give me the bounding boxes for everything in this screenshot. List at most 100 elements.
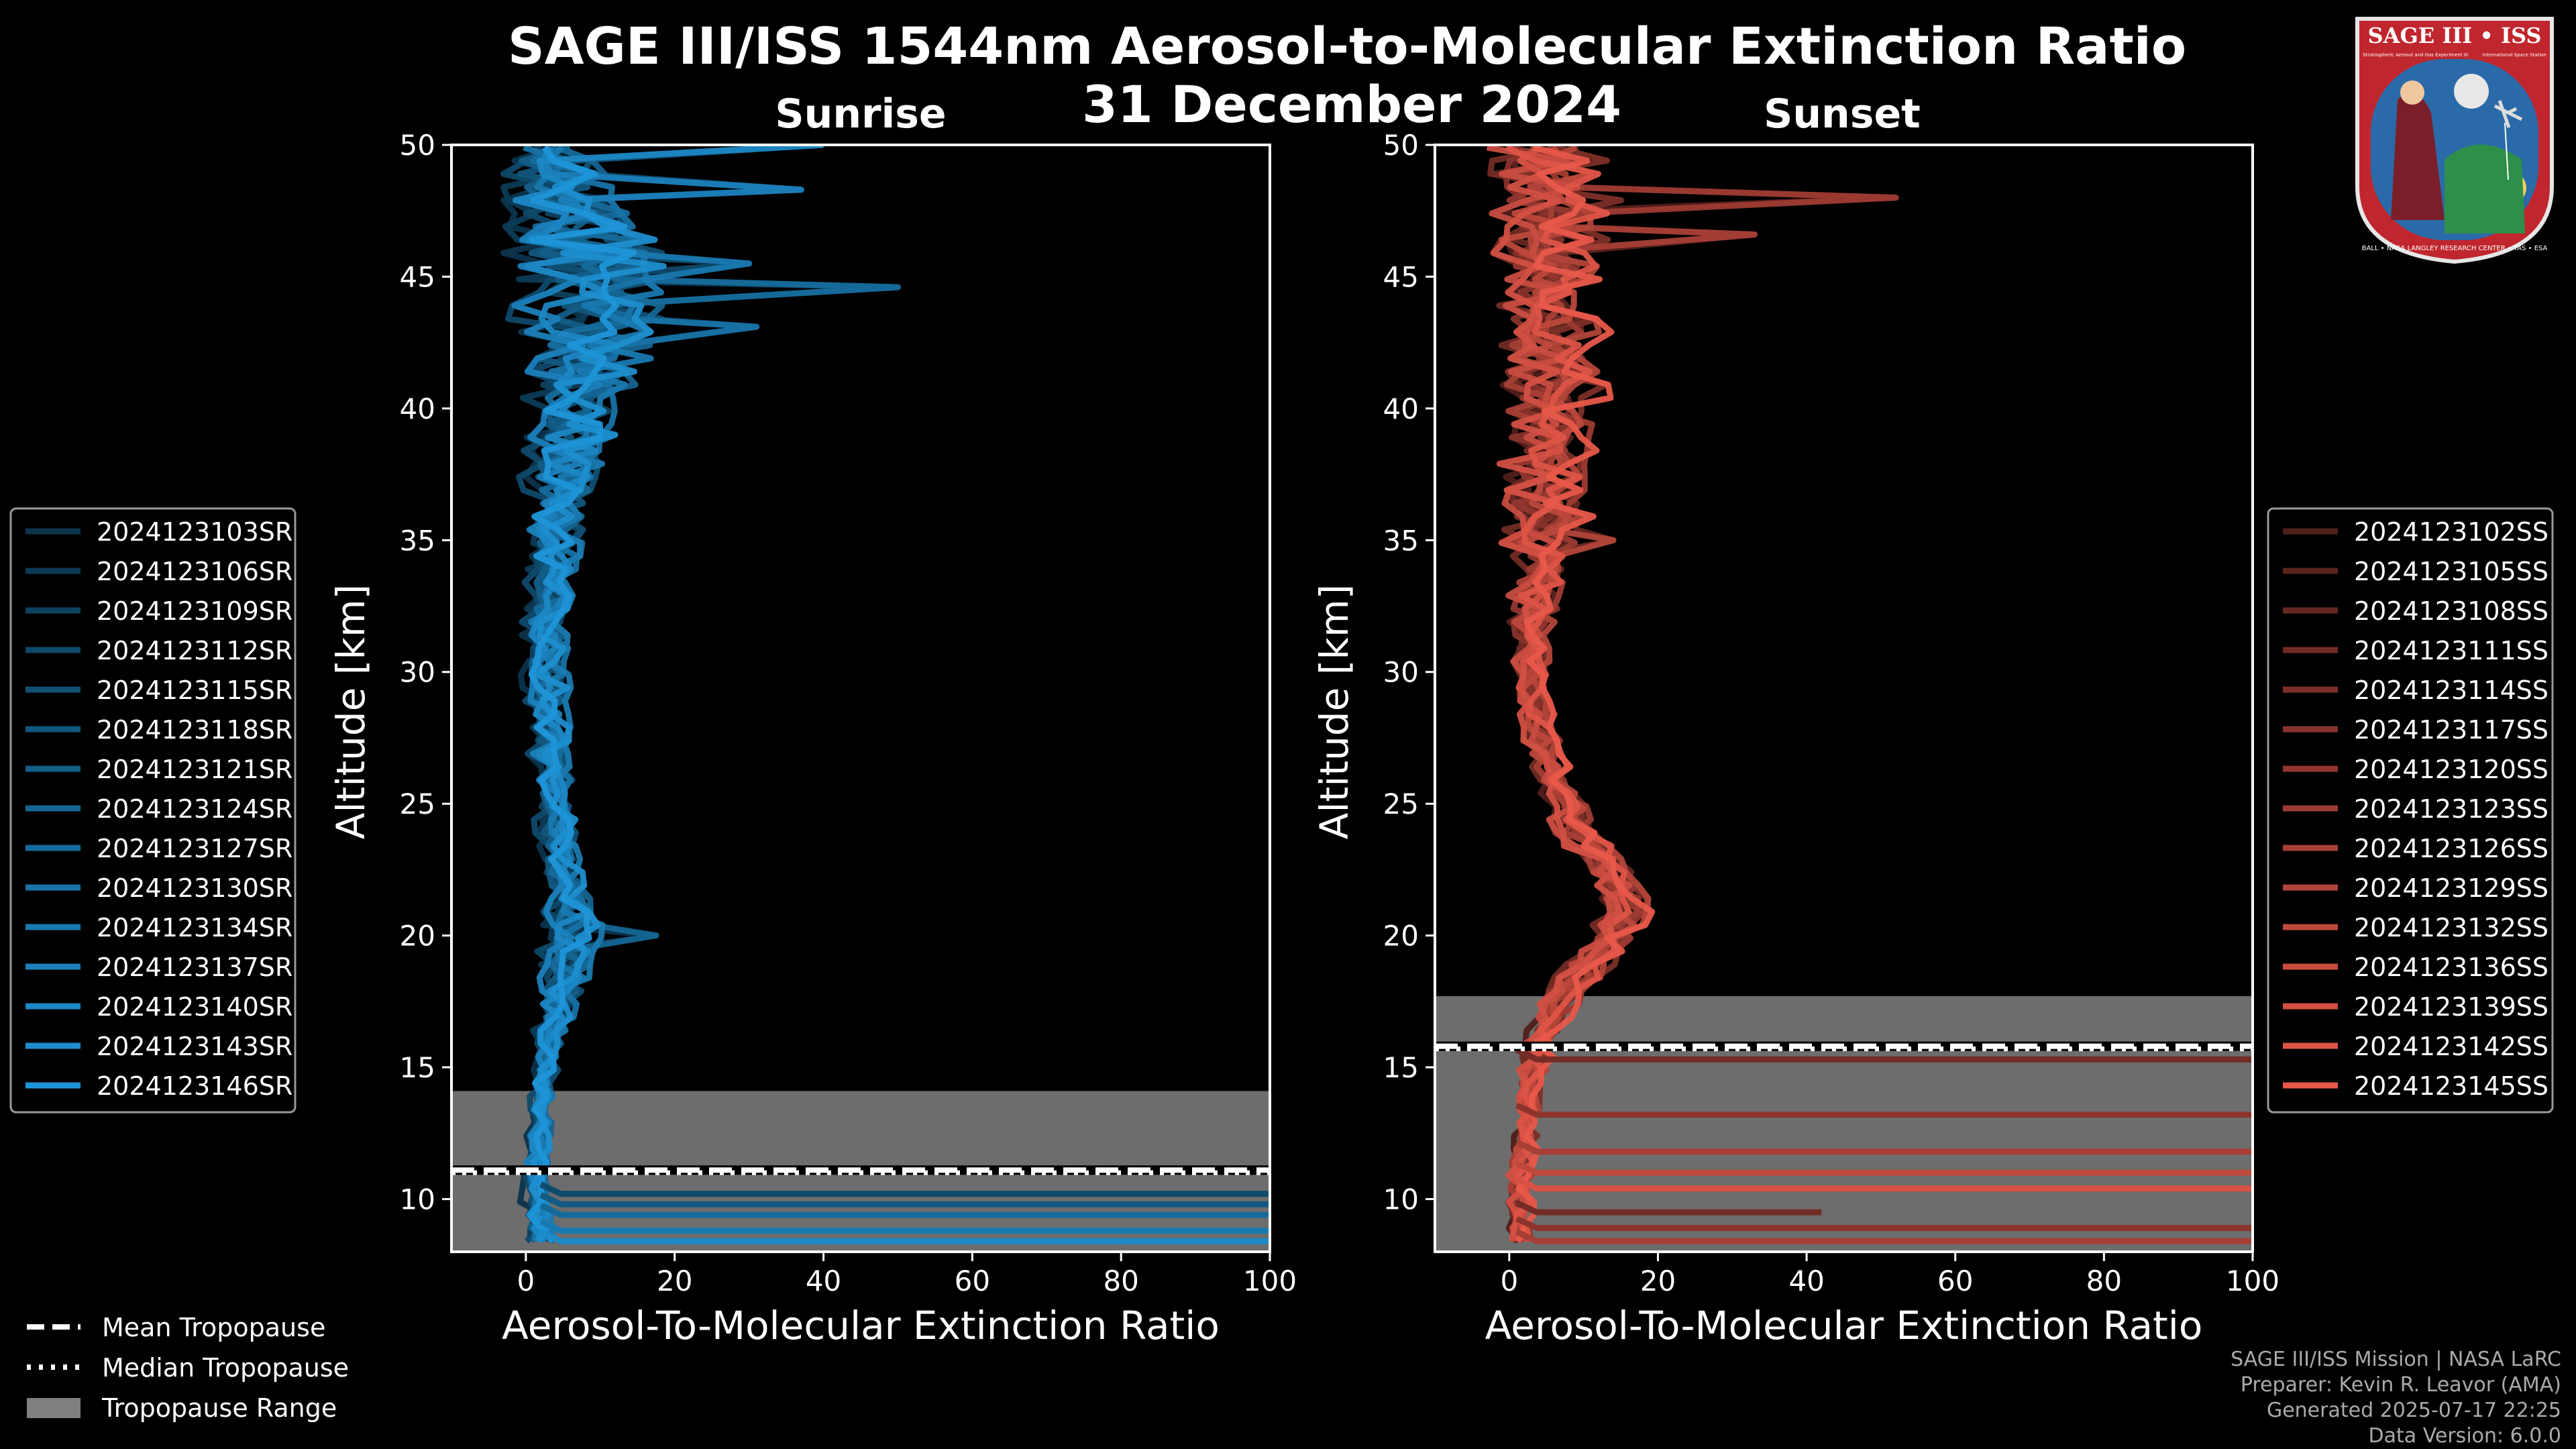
profile-tail [1515, 1047, 2253, 1063]
profile-tail [1515, 1176, 2253, 1192]
profile-tail [539, 1181, 1270, 1197]
footer-mission: SAGE III/ISS Mission | NASA LaRC [2231, 1348, 2561, 1371]
mean-tropopause-label: Mean Tropopause [102, 1313, 325, 1342]
legend-label-2024123146SR: 2024123146SR [97, 1071, 292, 1101]
y-tick-label: 35 [400, 524, 435, 557]
sunset-panel: 0 20 40 60 80 100 10 15 20 25 30 35 40 45 50 Aerosol-To… [1311, 91, 2279, 1348]
legend-label-2024123108SS: 2024123108SS [2354, 596, 2548, 626]
legend-label-2024123114SS: 2024123114SS [2354, 676, 2548, 705]
legend-label-2024123124SR: 2024123124SR [97, 794, 292, 824]
plot-data [1435, 145, 2253, 1252]
legend-label-2024123136SS: 2024123136SS [2354, 953, 2548, 982]
legend-label-2024123126SS: 2024123126SS [2354, 834, 2548, 863]
y-tick-label: 40 [400, 392, 435, 425]
legend-label-2024123118SR: 2024123118SR [97, 715, 292, 745]
legend-label-2024123123SS: 2024123123SS [2354, 794, 2548, 824]
y-tick-label: 20 [1383, 920, 1419, 953]
tropopause-range-band [1435, 996, 2253, 1252]
profile-tail [539, 1192, 1270, 1208]
x-tick-label: 40 [806, 1265, 841, 1297]
profile-tail [1515, 1216, 2253, 1232]
logo-title: SAGE III • ISS [2368, 23, 2542, 48]
y-tick-label: 15 [400, 1051, 435, 1084]
y-tick-label: 30 [400, 656, 435, 689]
y-tick-label: 50 [1383, 129, 1419, 162]
legend-label-2024123121SR: 2024123121SR [97, 755, 292, 784]
legend-frame [2267, 507, 2554, 1114]
chart-title-line2: 31 December 2024 [1082, 74, 1621, 134]
x-tick-label: 60 [955, 1265, 990, 1297]
legend-label-2024123120SS: 2024123120SS [2354, 755, 2548, 784]
plot-frame [450, 144, 1271, 1253]
y-tick-label: 25 [1383, 788, 1419, 820]
sunrise-panel: 0 20 40 60 80 100 10 15 20 25 30 35 40 45 50 Aerosol-To… [328, 91, 1297, 1348]
sunrise-legend: 2024123103SR 2024123106SR 2024123109SR 2024… [9, 507, 297, 1114]
profile-tail [1515, 1229, 2253, 1244]
y-tick-label: 20 [400, 920, 435, 953]
profile-tail [539, 1202, 1270, 1218]
legend-label-2024123142SS: 2024123142SS [2354, 1032, 2548, 1061]
profile-line-2024123137SR [511, 146, 804, 1242]
legend-label-2024123115SR: 2024123115SR [97, 676, 292, 705]
x-tick-label: 100 [1243, 1265, 1297, 1297]
legend-label-2024123105SS: 2024123105SS [2354, 557, 2548, 586]
x-tick-label: 60 [1937, 1265, 1973, 1297]
profile-tail [1515, 1102, 2253, 1118]
tropopause-range-label: Tropopause Range [101, 1393, 337, 1423]
y-tick-label: 15 [1383, 1051, 1419, 1084]
logo-moon-icon [2454, 74, 2489, 109]
y-tick-label: 25 [400, 788, 435, 820]
logo-ring-text: BALL • NASA LANGLEY RESEARCH CENTER • TA… [2362, 245, 2548, 252]
legend-label-2024123134SR: 2024123134SR [97, 913, 292, 943]
legend-label-2024123132SS: 2024123132SS [2354, 913, 2548, 943]
y-tick-label: 10 [400, 1183, 435, 1216]
y-tick-label: 45 [400, 260, 435, 293]
legend-label-2024123111SS: 2024123111SS [2354, 636, 2548, 665]
legend-label-2024123137SR: 2024123137SR [97, 953, 292, 982]
y-tick-label: 45 [1383, 260, 1419, 293]
median-tropopause-label: Median Tropopause [102, 1353, 349, 1383]
x-tick-label: 80 [2086, 1265, 2122, 1297]
legend-label-2024123127SR: 2024123127SR [97, 834, 292, 863]
x-tick-label: 0 [517, 1265, 535, 1297]
x-tick-label: 20 [1640, 1265, 1676, 1297]
x-tick-label: 40 [1788, 1265, 1824, 1297]
footer-data-version: Data Version: 6.0.0 [2369, 1424, 2561, 1448]
y-tick-label: 50 [400, 129, 435, 162]
x-axis-label: Aerosol-To-Molecular Extinction Ratio [1485, 1303, 2203, 1348]
profile-tail [539, 1218, 1270, 1234]
sage-iii-iss-logo: SAGE III • ISS BALL • NASA LANGLEY RESEA… [2355, 17, 2554, 264]
tropopause-legend: Mean Tropopause Median Tropopause Tropop… [27, 1313, 349, 1423]
profile-tail [1515, 1139, 2253, 1155]
x-tick-label: 20 [657, 1265, 692, 1297]
footer-credits: SAGE III/ISS Mission | NASA LaRC Prepare… [2231, 1348, 2561, 1448]
plot-data [451, 145, 1270, 1252]
profile-line-2024123146SR [526, 146, 637, 1244]
legend-label-2024123130SR: 2024123130SR [97, 873, 292, 903]
panel-title: Sunrise [775, 91, 946, 138]
plot-frame [1434, 144, 2254, 1253]
legend-label-2024123103SR: 2024123103SR [97, 517, 292, 547]
x-tick-label: 80 [1103, 1265, 1138, 1297]
profile-tail [539, 1229, 1270, 1244]
legend-label-2024123129SS: 2024123129SS [2354, 873, 2548, 903]
legend-label-2024123102SS: 2024123102SS [2354, 517, 2548, 547]
legend-label-2024123109SR: 2024123109SR [97, 596, 292, 626]
legend-label-2024123106SR: 2024123106SR [97, 557, 292, 586]
logo-subtitle-left: Stratospheric Aerosol and Gas Experiment… [2363, 52, 2468, 58]
y-axis-label: Altitude [km] [328, 584, 374, 839]
sunset-legend: 2024123102SS 2024123105SS 2024123108SS 2024… [2267, 507, 2554, 1114]
logo-astronomer-icon [2391, 93, 2445, 220]
footer-preparer: Preparer: Kevin R. Leavor (AMA) [2241, 1373, 2561, 1397]
legend-label-2024123143SR: 2024123143SR [97, 1032, 292, 1061]
y-tick-label: 30 [1383, 656, 1419, 689]
footer-generated: Generated 2025-07-17 22:25 [2267, 1399, 2561, 1422]
y-tick-label: 40 [1383, 392, 1419, 425]
y-axis-label: Altitude [km] [1311, 584, 1357, 839]
logo-astronomer-head [2400, 80, 2424, 105]
legend-frame [9, 507, 297, 1114]
y-tick-label: 35 [1383, 524, 1419, 557]
chart-title-line1: SAGE III/ISS 1544nm Aerosol-to-Molecular… [508, 16, 2186, 76]
logo-beam [2504, 122, 2509, 180]
